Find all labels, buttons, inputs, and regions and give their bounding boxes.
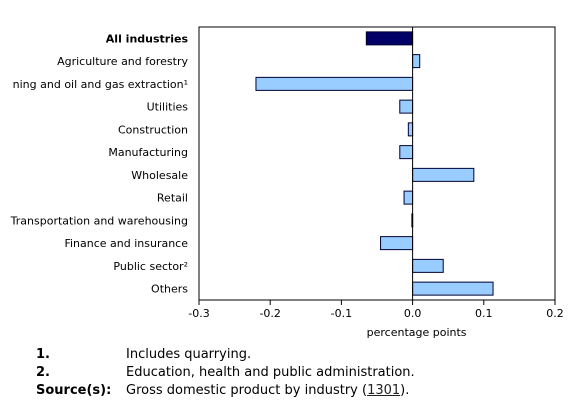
category-label-0: All industries xyxy=(106,32,189,45)
x-tick-label-2: -0.1 xyxy=(331,307,352,320)
category-label-3: Utilities xyxy=(147,101,189,114)
plot-frame xyxy=(198,26,556,301)
category-label-8: Transportation and warehousing xyxy=(10,214,188,227)
bar-6 xyxy=(412,167,475,182)
x-tick-label-1: -0.2 xyxy=(259,307,280,320)
footnote-2-key: 2. xyxy=(36,365,50,380)
category-label-5: Manufacturing xyxy=(108,146,188,159)
footnote-1: 1. Includes quarrying. xyxy=(36,346,415,364)
bar-1 xyxy=(412,54,421,69)
source-text: Gross domestic product by industry (1301… xyxy=(126,382,409,400)
source-text-before: Gross domestic product by industry ( xyxy=(126,383,368,398)
footnote-1-key: 1. xyxy=(36,347,50,362)
bar-10 xyxy=(412,258,444,273)
bar-9 xyxy=(380,236,414,251)
category-label-7: Retail xyxy=(157,192,188,205)
category-label-9: Finance and insurance xyxy=(64,237,188,250)
bar-4 xyxy=(407,122,414,137)
bar-3 xyxy=(399,99,414,114)
source-key: Source(s): xyxy=(36,383,112,398)
category-label-6: Wholesale xyxy=(131,169,188,182)
source-text-after: ). xyxy=(400,383,410,398)
chart-notes: 1. Includes quarrying. 2. Education, hea… xyxy=(36,346,415,400)
x-tick-label-3: 0.0 xyxy=(404,307,422,320)
source-table-link[interactable]: 1301 xyxy=(367,383,401,398)
bar-7 xyxy=(403,190,414,205)
footnote-1-text: Includes quarrying. xyxy=(126,347,252,362)
x-tick-label-4: 0.1 xyxy=(475,307,493,320)
source-note: Source(s): Gross domestic product by ind… xyxy=(36,382,415,400)
category-label-1: Agriculture and forestry xyxy=(57,55,188,68)
bar-2 xyxy=(255,76,414,91)
category-label-11: Others xyxy=(151,283,188,296)
category-label-4: Construction xyxy=(118,123,188,136)
bar-chart: All industries Agriculture and forestry ni… xyxy=(10,26,564,339)
x-axis-title: percentage points xyxy=(367,326,467,339)
footnote-2: 2. Education, health and public administ… xyxy=(36,364,415,382)
footnote-2-text: Education, health and public administrat… xyxy=(126,365,415,380)
x-tick-label-0: -0.3 xyxy=(188,307,209,320)
bar-0 xyxy=(365,31,414,46)
category-label-2: ning and oil and gas extraction¹ xyxy=(13,78,188,91)
bar-11 xyxy=(412,281,494,296)
bar-5 xyxy=(399,145,414,160)
x-tick-label-5: 0.2 xyxy=(546,307,564,320)
category-label-10: Public sector² xyxy=(113,260,188,273)
